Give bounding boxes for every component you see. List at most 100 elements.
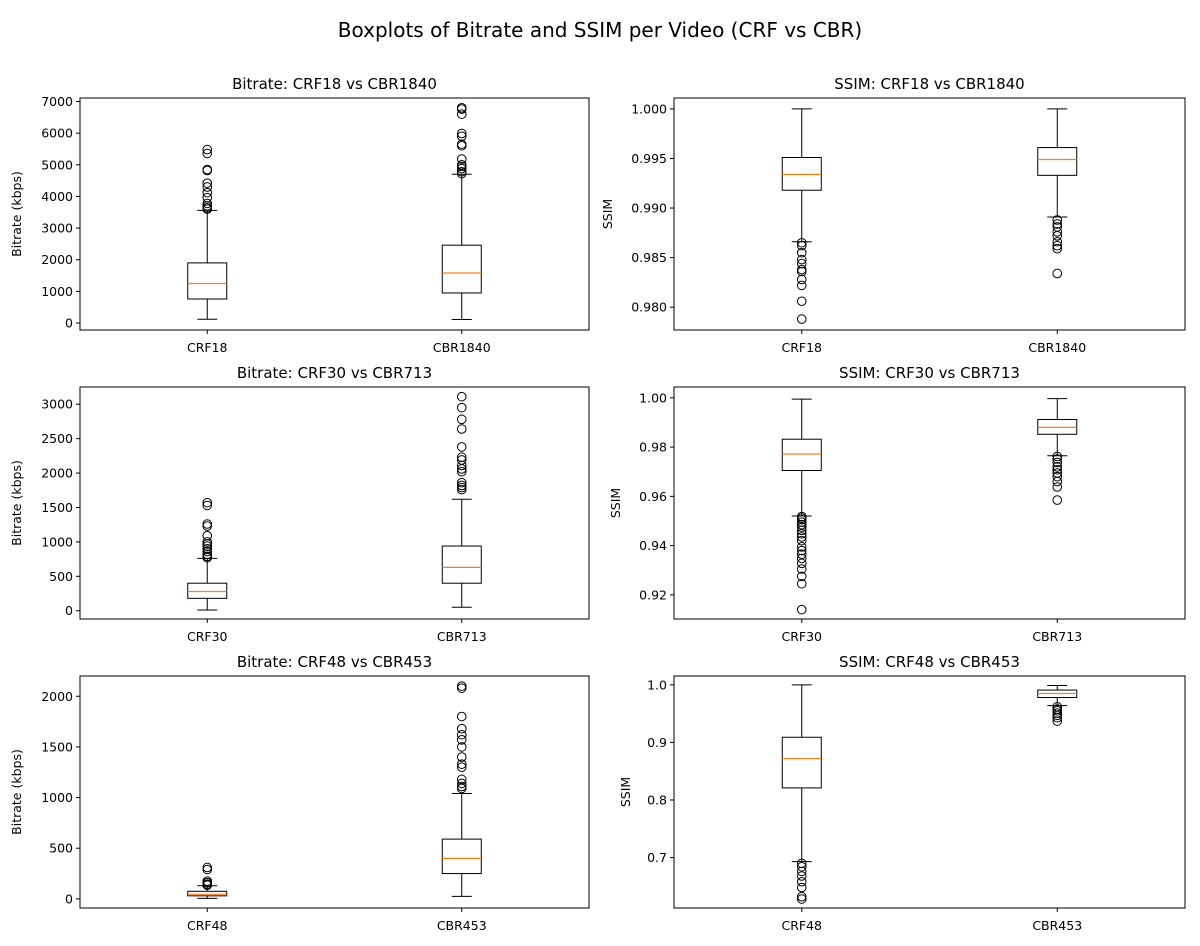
outlier-point xyxy=(1052,451,1063,462)
x-tick-label: CBR1840 xyxy=(433,340,491,355)
box-cbr713 xyxy=(441,391,482,608)
outlier-point xyxy=(456,759,467,769)
outlier-point xyxy=(456,131,467,142)
outlier-point xyxy=(1052,461,1063,472)
outlier-point xyxy=(456,128,467,139)
x-tick-label: CRF48 xyxy=(781,918,822,933)
y-tick-label: 500 xyxy=(49,569,73,584)
outlier-point xyxy=(796,528,807,539)
outlier-point xyxy=(202,148,213,159)
outlier-point xyxy=(796,564,807,574)
subplot-grid: Bitrate: CRF18 vs CBR1840 Bitrate (kbps) 0… xyxy=(9,75,1186,933)
outlier-point xyxy=(1052,268,1063,279)
y-tick-label: 1.000 xyxy=(631,101,667,116)
y-tick-label: 0.9 xyxy=(647,735,667,750)
x-tick-label: CRF30 xyxy=(781,629,822,644)
outlier-point xyxy=(796,266,807,277)
y-tick-label: 2000 xyxy=(41,252,73,267)
outlier-point xyxy=(796,542,807,552)
outlier-point xyxy=(202,521,213,531)
y-tick-label: 1.0 xyxy=(647,677,667,692)
outlier-point xyxy=(456,681,467,691)
y-tick-label: 0.980 xyxy=(631,300,667,315)
outlier-point xyxy=(796,553,807,564)
outlier-point xyxy=(456,442,467,452)
x-tick-label: CBR1840 xyxy=(1028,340,1086,355)
y-tick-label: 1000 xyxy=(41,790,73,805)
outlier-point xyxy=(202,497,213,508)
iqr-box xyxy=(781,736,822,789)
outlier-point xyxy=(1052,464,1063,475)
outlier-point xyxy=(202,187,213,198)
figure-title: Boxplots of Bitrate and SSIM per Video (… xyxy=(338,18,862,42)
outlier-point xyxy=(796,532,807,542)
outlier-point xyxy=(456,424,467,434)
iqr-box xyxy=(1037,147,1078,176)
outlier-point xyxy=(456,480,467,491)
outlier-point xyxy=(796,240,807,251)
y-tick-label: 1.00 xyxy=(639,390,667,405)
y-tick-label: 0.995 xyxy=(631,151,667,166)
outlier-point xyxy=(456,783,467,794)
outlier-point xyxy=(202,178,213,188)
iqr-box xyxy=(441,838,482,875)
y-tick-label: 0 xyxy=(65,891,73,906)
subplot-title: Bitrate: CRF30 vs CBR713 xyxy=(237,364,432,382)
outlier-point xyxy=(1052,231,1063,241)
box-cbr453 xyxy=(1037,684,1078,726)
outlier-point xyxy=(456,159,467,170)
outlier-point xyxy=(796,525,807,536)
outlier-point xyxy=(202,500,213,511)
outlier-point xyxy=(456,742,467,752)
outlier-point xyxy=(796,264,807,275)
outlier-point xyxy=(456,774,467,785)
y-tick-label: 0.990 xyxy=(631,201,667,216)
outlier-point xyxy=(202,198,213,209)
outlier-point xyxy=(456,762,467,772)
y-tick-label: 0 xyxy=(65,316,73,331)
box-cbr1840 xyxy=(1037,108,1078,279)
y-tick-label: 0.8 xyxy=(647,793,667,808)
outlier-point xyxy=(796,514,807,525)
y-tick-label: 5000 xyxy=(41,157,73,172)
outlier-point xyxy=(796,558,807,569)
y-axis-label: Bitrate (kbps) xyxy=(9,171,24,257)
outlier-point xyxy=(796,522,807,532)
y-tick-label: 0.96 xyxy=(639,489,667,504)
x-tick-label: CBR453 xyxy=(1032,918,1082,933)
outlier-point xyxy=(456,414,467,425)
subplot-2: SSIM: CRF18 vs CBR1840 SSIM 0.980 0.985 0.99… xyxy=(600,75,1186,355)
outlier-point xyxy=(1052,227,1063,237)
outlier-point xyxy=(1052,457,1063,468)
box-cbr713 xyxy=(1037,398,1078,505)
outlier-point xyxy=(202,862,213,873)
outlier-point xyxy=(202,537,213,547)
outlier-point xyxy=(456,683,467,693)
y-axis-label: Bitrate (kbps) xyxy=(9,460,24,546)
y-tick-label: 1500 xyxy=(41,739,73,754)
y-tick-label: 500 xyxy=(49,841,73,856)
outlier-point xyxy=(202,543,213,554)
x-tick-label: CBR453 xyxy=(437,918,487,933)
outlier-point xyxy=(456,139,467,150)
outlier-point xyxy=(456,723,467,734)
plot-frame xyxy=(79,386,590,620)
outlier-point xyxy=(796,280,807,291)
outlier-point xyxy=(796,571,807,582)
y-tick-label: 1500 xyxy=(41,500,73,515)
x-tick-label: CRF18 xyxy=(187,340,228,355)
plot-frame xyxy=(673,97,1186,331)
outlier-point xyxy=(456,482,467,493)
outlier-point xyxy=(456,778,467,789)
y-tick-label: 1000 xyxy=(41,284,73,299)
box-crf48 xyxy=(781,684,822,904)
outlier-point xyxy=(1052,710,1063,721)
outlier-point xyxy=(796,858,807,869)
y-tick-label: 0.92 xyxy=(639,587,667,602)
outlier-point xyxy=(796,247,807,258)
outlier-point xyxy=(796,549,807,560)
outlier-point xyxy=(796,237,807,248)
y-tick-label: 3000 xyxy=(41,397,73,412)
iqr-box xyxy=(187,582,228,599)
y-tick-label: 0.98 xyxy=(639,440,667,455)
